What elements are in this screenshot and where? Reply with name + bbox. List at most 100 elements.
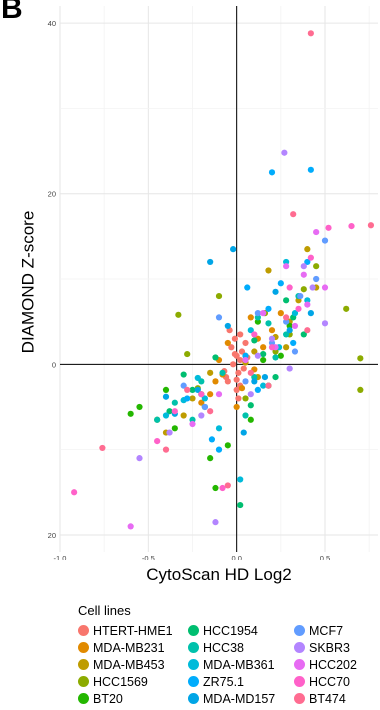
data-point — [325, 224, 332, 231]
data-point — [237, 331, 244, 338]
data-point — [357, 386, 364, 394]
data-point — [201, 395, 208, 402]
legend-label: MDA-MB361 — [203, 657, 275, 672]
data-point — [166, 429, 173, 436]
data-point — [215, 446, 223, 453]
data-point — [254, 310, 261, 317]
legend-item: MCF7 — [294, 622, 374, 639]
legend-label: MDA-MB453 — [93, 657, 165, 672]
x-tick-label: 0.5 — [320, 554, 330, 560]
data-point — [189, 420, 196, 428]
data-point — [265, 305, 272, 312]
data-point — [272, 288, 279, 295]
legend-swatch — [294, 659, 305, 670]
data-point — [194, 386, 201, 394]
data-point — [136, 403, 143, 411]
data-point — [127, 410, 134, 417]
legend-item: MDA-MB231 — [78, 639, 188, 656]
data-point — [171, 408, 178, 415]
data-point — [212, 484, 219, 492]
data-point — [283, 344, 290, 351]
data-point — [247, 369, 254, 376]
legend-item: HCC202 — [294, 656, 374, 673]
y-tick-label: 40 — [48, 19, 56, 28]
data-point — [207, 258, 214, 266]
reference-lines — [60, 6, 378, 552]
data-point — [321, 237, 329, 244]
legend-item: HCC70 — [294, 673, 374, 690]
data-point — [321, 320, 329, 327]
data-point — [254, 318, 261, 325]
data-point — [286, 284, 293, 291]
y-tick-label: 20 — [48, 531, 56, 540]
data-point — [290, 211, 297, 218]
data-point — [272, 354, 279, 361]
legend-item: HTERT-HME1 — [78, 622, 188, 639]
data-point — [233, 386, 240, 394]
data-point — [260, 344, 267, 351]
data-point — [189, 416, 196, 423]
data-point — [233, 376, 240, 383]
y-axis-title: DIAMOND Z-score — [18, 210, 37, 354]
data-point — [265, 267, 272, 274]
data-point — [198, 412, 205, 419]
data-point — [244, 284, 251, 291]
data-point — [154, 437, 161, 445]
data-point — [260, 310, 267, 317]
legend-label: HCC70 — [309, 674, 350, 689]
legend-label: HCC1569 — [93, 674, 148, 689]
data-point — [166, 408, 173, 415]
data-point — [212, 519, 219, 526]
data-point — [154, 416, 161, 423]
y-tick-label: 20 — [48, 190, 56, 199]
legend-label: MDA-MB231 — [93, 640, 165, 655]
data-point — [224, 322, 231, 330]
scatter-plot: -1.0 -0.5 0.0 0.5 20 0 20 40 — [48, 6, 378, 560]
data-point — [171, 425, 178, 432]
data-point — [219, 369, 226, 376]
data-point — [207, 391, 214, 398]
legend-item: BT20 — [78, 690, 188, 707]
legend-label: MDA-MD157 — [203, 691, 276, 706]
tick-labels: -1.0 -0.5 0.0 0.5 20 0 20 40 — [48, 19, 331, 560]
legend-swatch — [294, 676, 305, 687]
data-point — [291, 322, 299, 330]
data-point — [189, 386, 196, 394]
data-point — [286, 327, 293, 334]
legend-item: SKBR3 — [294, 639, 374, 656]
data-point — [247, 391, 254, 398]
data-point — [307, 310, 314, 317]
data-point — [175, 311, 182, 318]
data-point — [240, 429, 247, 436]
data-point — [215, 425, 223, 432]
legend-item: HCC38 — [188, 639, 294, 656]
data-points — [71, 30, 375, 530]
data-point — [231, 350, 238, 358]
data-point — [304, 246, 311, 253]
data-point — [286, 322, 293, 330]
legend-item: HCC1569 — [78, 673, 188, 690]
data-point — [215, 391, 223, 398]
data-point — [228, 344, 235, 351]
data-point — [99, 444, 106, 452]
legend-swatch — [78, 642, 89, 653]
data-point — [247, 327, 254, 334]
data-point — [127, 523, 134, 530]
data-point — [238, 348, 246, 355]
legend-swatch — [78, 625, 89, 636]
data-point — [162, 446, 170, 453]
legend-swatch — [294, 693, 305, 704]
data-point — [304, 258, 311, 266]
legend-swatch — [78, 693, 89, 704]
data-point — [290, 339, 297, 347]
legend-title: Cell lines — [78, 603, 131, 618]
data-point — [180, 371, 187, 378]
data-point — [277, 352, 284, 359]
data-point — [219, 484, 226, 492]
data-point — [283, 318, 290, 325]
data-point — [297, 292, 304, 300]
legend-swatch — [294, 625, 305, 636]
data-point — [212, 378, 219, 385]
data-point — [224, 442, 231, 449]
data-point — [251, 348, 258, 355]
